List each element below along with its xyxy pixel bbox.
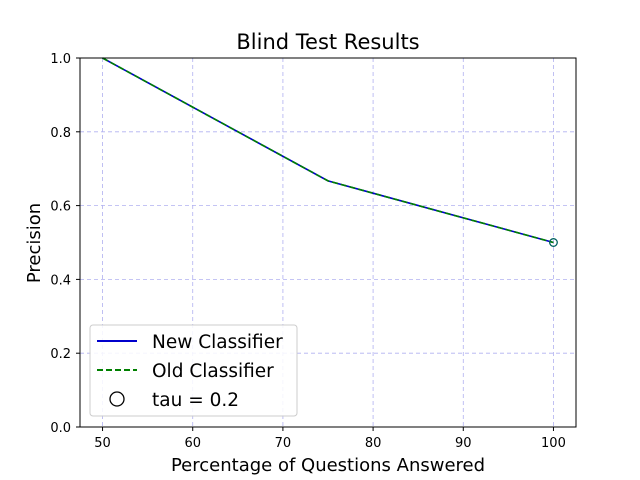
- chart-title: Blind Test Results: [236, 30, 419, 54]
- y-tick-label: 0.8: [50, 126, 71, 141]
- series-line-new-classifier: [102, 57, 554, 244]
- y-tick-label: 0.0: [50, 421, 71, 436]
- series-line-old-classifier: [102, 57, 554, 244]
- x-tick-label: 90: [455, 436, 472, 451]
- x-tick-label: 100: [541, 436, 566, 451]
- legend: New Classifier Old Classifier tau = 0.2: [89, 324, 298, 417]
- x-axis-ticks: 50 60 70 80 90 100: [94, 427, 566, 451]
- y-tick-label: 0.6: [50, 200, 71, 215]
- legend-label-tau: tau = 0.2: [152, 390, 239, 411]
- y-tick-label: 0.4: [50, 273, 71, 288]
- legend-box: [89, 324, 298, 417]
- legend-swatch-tau-marker: [109, 391, 125, 407]
- x-tick-label: 60: [184, 436, 201, 451]
- series-group: [102, 57, 554, 244]
- x-tick-label: 80: [365, 436, 382, 451]
- tau-marker-point: [549, 238, 558, 247]
- legend-label-old-classifier: Old Classifier: [152, 361, 274, 382]
- x-tick-label: 50: [94, 436, 111, 451]
- y-tick-label: 1.0: [50, 52, 71, 67]
- y-axis-label: Precision: [24, 203, 45, 283]
- x-tick-label: 70: [275, 436, 292, 451]
- marker-group: [549, 238, 558, 247]
- y-axis-ticks: 0.0 0.2 0.4 0.6 0.8 1.0: [50, 52, 80, 436]
- y-tick-label: 0.2: [50, 347, 71, 362]
- plot-frame: [79, 57, 577, 428]
- x-axis-label: Percentage of Questions Answered: [171, 455, 485, 476]
- legend-label-new-classifier: New Classifier: [152, 332, 283, 353]
